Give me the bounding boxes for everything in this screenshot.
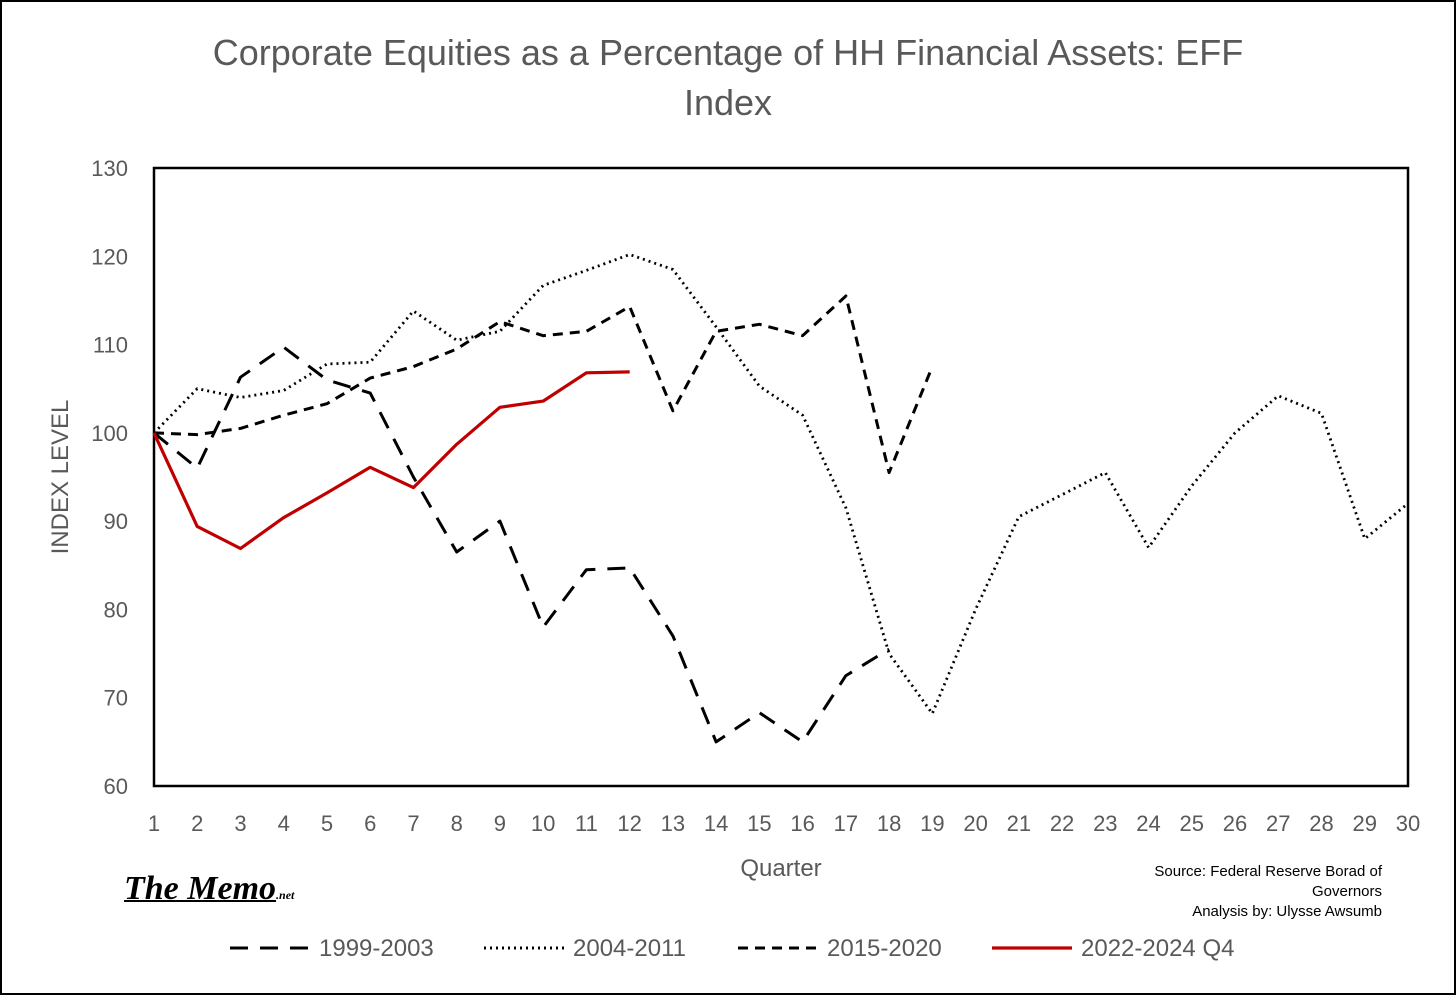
y-tick-label: 110 [93,333,128,358]
x-axis-title: Quarter [740,855,821,882]
series-lines [152,253,1409,744]
source-note: Source: Federal Reserve Borad of Governo… [1154,862,1382,922]
x-tick-label: 24 [1136,811,1160,836]
x-tick-label: 8 [451,811,463,836]
source-line-1: Source: Federal Reserve Borad of [1154,863,1382,880]
x-tick-label: 9 [494,811,506,836]
x-axis-ticks: 1 2 3 4 5 6 7 8 9 10 11 12 13 14 15 16 17 18 19 20 21 22 23 24 2… [148,811,1420,836]
plot-area [152,166,1410,788]
x-tick-label: 29 [1353,811,1377,836]
series-line-1999-2003 [153,345,890,744]
y-tick-label: 100 [91,421,128,446]
x-tick-label: 28 [1309,811,1333,836]
y-tick-label: 90 [104,509,128,534]
x-tick-label: 17 [834,811,858,836]
y-tick-label: 70 [104,686,128,711]
legend-label: 2004-2011 [573,935,686,962]
x-tick-label: 19 [920,811,944,836]
y-tick-label: 60 [104,774,128,799]
x-tick-label: 27 [1266,811,1290,836]
x-tick-label: 18 [877,811,901,836]
y-axis-ticks: 60 70 80 90 100 110 120 130 [91,156,128,799]
source-line-2: Governors [1311,883,1382,900]
x-tick-label: 14 [704,811,728,836]
x-tick-label: 10 [531,811,555,836]
x-tick-label: 23 [1093,811,1117,836]
x-tick-label: 13 [661,811,685,836]
x-tick-label: 16 [790,811,814,836]
x-tick-label: 12 [617,811,641,836]
logo-main-text: The Memo [124,870,277,907]
x-tick-label: 30 [1396,811,1420,836]
x-tick-label: 20 [963,811,987,836]
y-axis-title: INDEX LEVEL [47,400,74,555]
series-line-2022-2024-q4 [152,370,630,551]
legend-label: 2022-2024 Q4 [1081,935,1234,962]
source-line-3: Analysis by: Ulysse Awsumb [1192,903,1382,920]
chart-title: Corporate Equities as a Percentage of HH… [212,32,1244,123]
y-tick-label: 120 [91,244,128,269]
x-tick-label: 4 [278,811,290,836]
x-tick-label: 3 [234,811,246,836]
legend-label: 2015-2020 [827,935,942,962]
y-tick-label: 130 [91,156,128,181]
the-memo-logo: The Memo.net [124,870,294,908]
logo-suffix-text: .net [276,888,295,902]
x-tick-label: 21 [1007,811,1031,836]
x-tick-label: 22 [1050,811,1074,836]
legend: 1999-2003 2004-2011 2015-2020 2022-2024 Q4 [230,935,1234,962]
x-tick-label: 2 [191,811,203,836]
x-tick-label: 26 [1223,811,1247,836]
y-tick-label: 80 [104,597,128,622]
legend-label: 1999-2003 [319,935,434,962]
x-tick-label: 15 [747,811,771,836]
x-tick-label: 7 [407,811,419,836]
x-tick-label: 5 [321,811,333,836]
x-tick-label: 11 [575,811,598,836]
x-tick-label: 25 [1180,811,1204,836]
x-tick-label: 1 [148,811,160,836]
x-tick-label: 6 [364,811,376,836]
series-line-2015-2020 [153,294,934,475]
